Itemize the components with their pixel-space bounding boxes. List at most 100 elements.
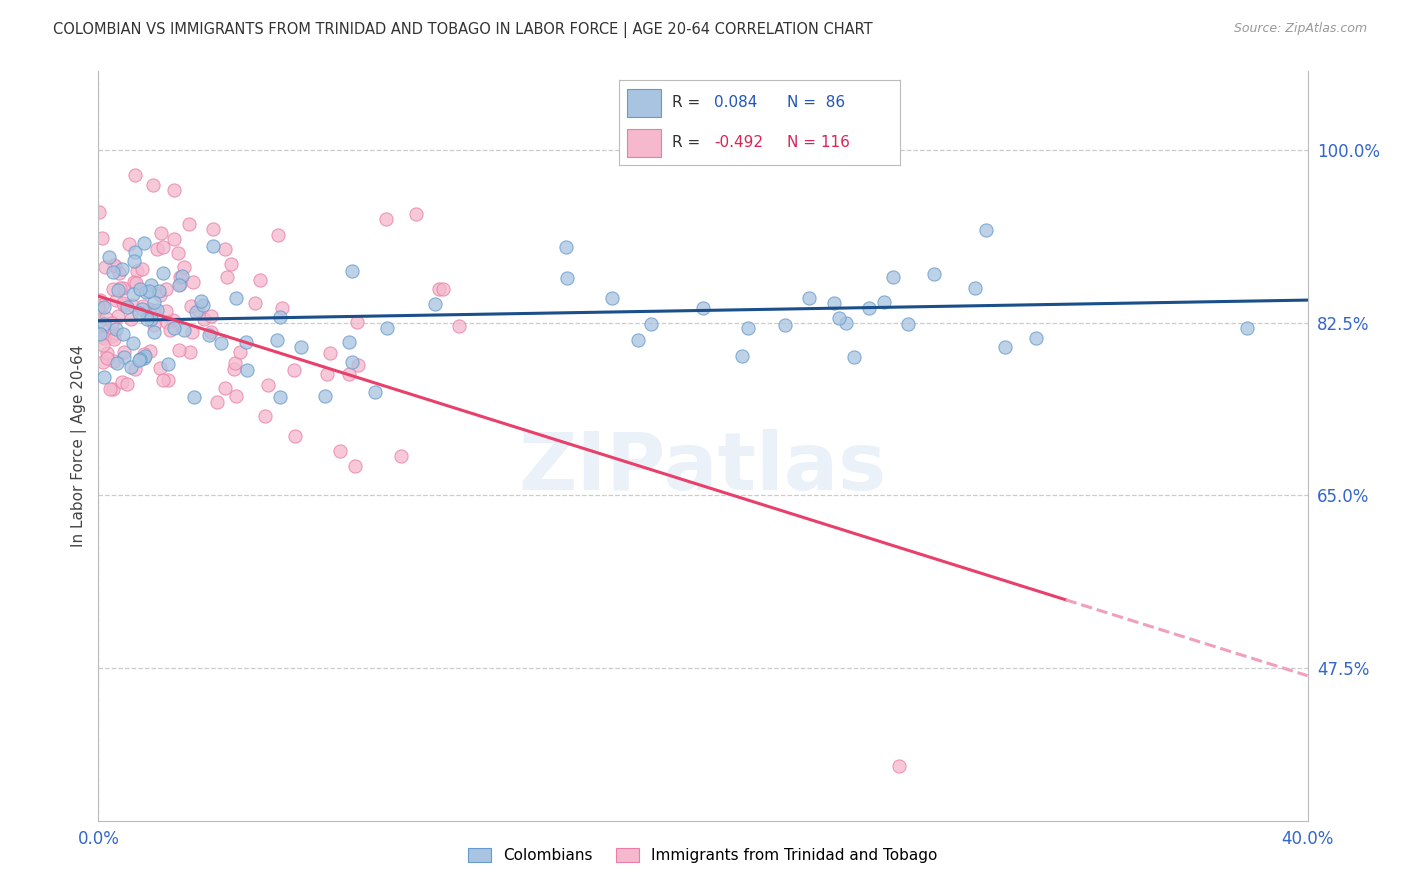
Point — [112, 295, 135, 310]
Point — [103, 332, 125, 346]
Point — [149, 360, 172, 375]
Text: N = 116: N = 116 — [787, 135, 851, 150]
Point — [111, 281, 134, 295]
Point — [329, 444, 352, 458]
Point — [873, 294, 896, 309]
Point — [111, 262, 134, 277]
Point — [314, 389, 336, 403]
Text: N =  86: N = 86 — [787, 95, 845, 110]
Point — [89, 293, 111, 308]
Text: ZIPatlas: ZIPatlas — [519, 429, 887, 508]
Point — [87, 314, 110, 328]
Point — [101, 317, 124, 331]
Point — [340, 264, 363, 278]
Point — [132, 235, 155, 250]
Point — [132, 351, 155, 366]
Point — [193, 298, 215, 312]
Point — [124, 245, 146, 260]
Point — [170, 268, 193, 283]
Point — [266, 333, 288, 347]
Point — [271, 301, 294, 315]
Point — [90, 298, 112, 312]
Text: Source: ZipAtlas.com: Source: ZipAtlas.com — [1233, 22, 1367, 36]
Point — [163, 321, 186, 335]
Point — [163, 183, 186, 197]
Point — [156, 358, 179, 372]
Point — [138, 344, 160, 359]
Point — [405, 207, 427, 221]
Point — [179, 217, 201, 231]
Point — [149, 287, 172, 301]
Point — [118, 236, 141, 251]
Text: COLOMBIAN VS IMMIGRANTS FROM TRINIDAD AND TOBAGO IN LABOR FORCE | AGE 20-64 CORR: COLOMBIAN VS IMMIGRANTS FROM TRINIDAD AN… — [53, 22, 873, 38]
Point — [112, 350, 135, 364]
Point — [224, 356, 246, 370]
Point — [315, 367, 337, 381]
Point — [93, 260, 115, 275]
Point — [692, 301, 714, 315]
Point — [143, 326, 166, 340]
Point — [131, 261, 153, 276]
Text: R =: R = — [672, 95, 700, 110]
Point — [121, 335, 143, 350]
Point — [269, 390, 291, 404]
Point — [91, 231, 114, 245]
Point — [93, 318, 115, 332]
Point — [131, 301, 153, 316]
Point — [187, 303, 209, 318]
Point — [167, 246, 190, 260]
Point — [145, 242, 167, 256]
Point — [155, 304, 177, 318]
Point — [229, 344, 252, 359]
Point — [87, 300, 110, 314]
Point — [337, 367, 360, 381]
Point — [91, 355, 114, 369]
Point — [994, 340, 1017, 354]
Point — [111, 326, 134, 341]
Point — [128, 305, 150, 319]
Point — [112, 298, 135, 312]
Point — [125, 276, 148, 290]
Point — [96, 351, 118, 365]
Point — [136, 312, 159, 326]
Point — [602, 291, 624, 305]
Point — [823, 295, 845, 310]
Point — [284, 429, 307, 443]
Legend: Colombians, Immigrants from Trinidad and Tobago: Colombians, Immigrants from Trinidad and… — [463, 842, 943, 869]
Y-axis label: In Labor Force | Age 20-64: In Labor Force | Age 20-64 — [72, 345, 87, 547]
Point — [215, 270, 238, 285]
Point — [167, 343, 190, 357]
Text: -0.492: -0.492 — [714, 135, 763, 150]
Point — [179, 345, 201, 359]
Point — [249, 273, 271, 287]
Point — [152, 266, 174, 280]
Point — [121, 297, 143, 311]
Point — [87, 204, 110, 219]
Point — [200, 309, 222, 323]
Point — [797, 291, 820, 305]
Point — [965, 281, 987, 295]
Point — [96, 310, 118, 325]
Point — [142, 178, 165, 192]
Point — [103, 283, 125, 297]
Point — [108, 281, 131, 295]
Point — [107, 283, 129, 297]
Point — [93, 370, 115, 384]
Point — [155, 282, 177, 296]
Point — [193, 311, 215, 326]
Point — [1024, 330, 1046, 344]
Point — [105, 356, 128, 370]
Point — [346, 358, 368, 372]
Point — [363, 384, 385, 399]
Point — [162, 313, 184, 327]
Point — [374, 212, 396, 227]
Point — [103, 258, 125, 272]
Bar — [627, 128, 661, 157]
Point — [184, 305, 207, 319]
Point — [346, 314, 368, 328]
Point — [98, 251, 121, 265]
Bar — [627, 89, 661, 117]
Point — [169, 270, 191, 285]
Point — [882, 269, 904, 284]
Point — [627, 333, 650, 347]
